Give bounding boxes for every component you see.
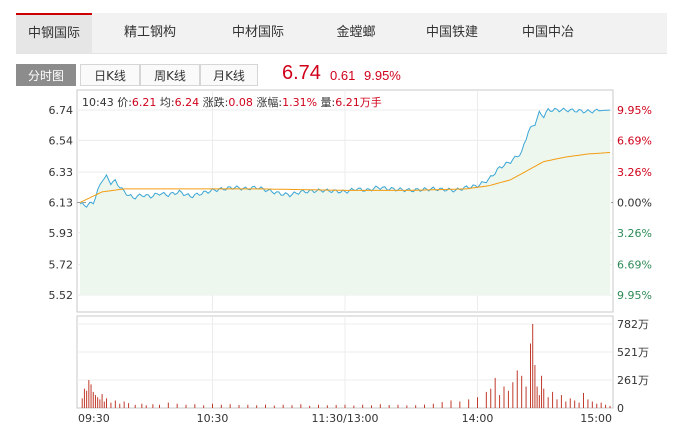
volume-tick-label: 782万 xyxy=(617,318,649,331)
y-tick-label: 5.72 xyxy=(49,259,74,272)
volume-tick-label: 521万 xyxy=(617,346,649,359)
tab-daily-k[interactable]: 日K线 xyxy=(80,64,140,86)
info-pct-label: 涨幅: xyxy=(256,96,283,109)
y-tick-label: 6.13 xyxy=(49,197,74,210)
tab-stock-4[interactable]: 金螳螂 xyxy=(336,25,376,40)
y-tick-label: 6.33 xyxy=(49,166,74,179)
tab-stock-3[interactable]: 中材国际 xyxy=(231,25,284,40)
avg-price-line xyxy=(79,152,611,203)
tab-monthly-k[interactable]: 月K线 xyxy=(200,64,258,86)
y-right-tick-label: 3.26% xyxy=(617,166,652,179)
x-tick-label: 10:30 xyxy=(197,412,229,425)
info-time: 10:43 xyxy=(82,96,114,109)
y-tick-label: 6.54 xyxy=(49,134,74,147)
volume-tick-label: 261万 xyxy=(617,374,649,387)
x-tick-label: 14:00 xyxy=(462,412,494,425)
y-tick-label: 6.74 xyxy=(49,104,74,117)
price-panel-frame xyxy=(76,89,614,313)
volume-panel-frame xyxy=(76,315,614,409)
info-chg: 0.08 xyxy=(228,96,253,109)
y-right-tick-label: 0.00% xyxy=(617,197,652,210)
y-right-tick-label: 3.26% xyxy=(617,227,652,240)
current-price: 6.74 xyxy=(282,62,321,84)
tab-stock-5[interactable]: 中国铁建 xyxy=(425,25,478,40)
tab-stock-6[interactable]: 中国中冶 xyxy=(521,25,574,40)
price-line xyxy=(79,107,611,208)
info-chg-label: 涨跌: xyxy=(202,96,229,109)
y-right-tick-label: 6.69% xyxy=(617,134,652,147)
y-right-tick-label: 9.95% xyxy=(617,289,652,302)
info-price: 6.21 xyxy=(131,96,157,109)
price-change-pct: 9.95% xyxy=(364,68,401,83)
info-pct: 1.31% xyxy=(282,96,318,109)
stock-tabbar: 中钢国际 精工钢构 中材国际 金螳螂 中国铁建 中国中冶 xyxy=(16,13,667,54)
tab-weekly-k[interactable]: 周K线 xyxy=(140,64,200,86)
info-avg: 6.24 xyxy=(174,96,200,109)
y-right-tick-label: 6.69% xyxy=(617,259,652,272)
info-avg-label: 均: xyxy=(159,96,175,109)
y-tick-label: 5.93 xyxy=(49,227,74,240)
tab-stock-1[interactable]: 中钢国际 xyxy=(16,13,92,53)
hover-info-bar: 10:43 价:6.21 均:6.24 涨跌:0.08 涨幅:1.31% 量:6… xyxy=(82,94,382,110)
volume-tick-label: 0 xyxy=(617,402,624,415)
tab-timeshare[interactable]: 分时图 xyxy=(16,64,76,86)
price-change: 0.61 xyxy=(330,68,356,83)
tab-stock-2[interactable]: 精工钢构 xyxy=(123,25,176,40)
info-vol-label: 量: xyxy=(320,96,336,109)
info-vol: 6.21万手 xyxy=(335,96,382,109)
info-price-label: 价: xyxy=(117,96,132,109)
x-tick-label: 09:30 xyxy=(78,412,110,425)
y-right-tick-label: 9.95% xyxy=(617,104,652,117)
price-area xyxy=(80,108,610,295)
y-tick-label: 5.52 xyxy=(49,289,74,302)
x-tick-label: 15:00 xyxy=(580,412,612,425)
x-tick-label: 11:30/13:00 xyxy=(311,412,378,425)
